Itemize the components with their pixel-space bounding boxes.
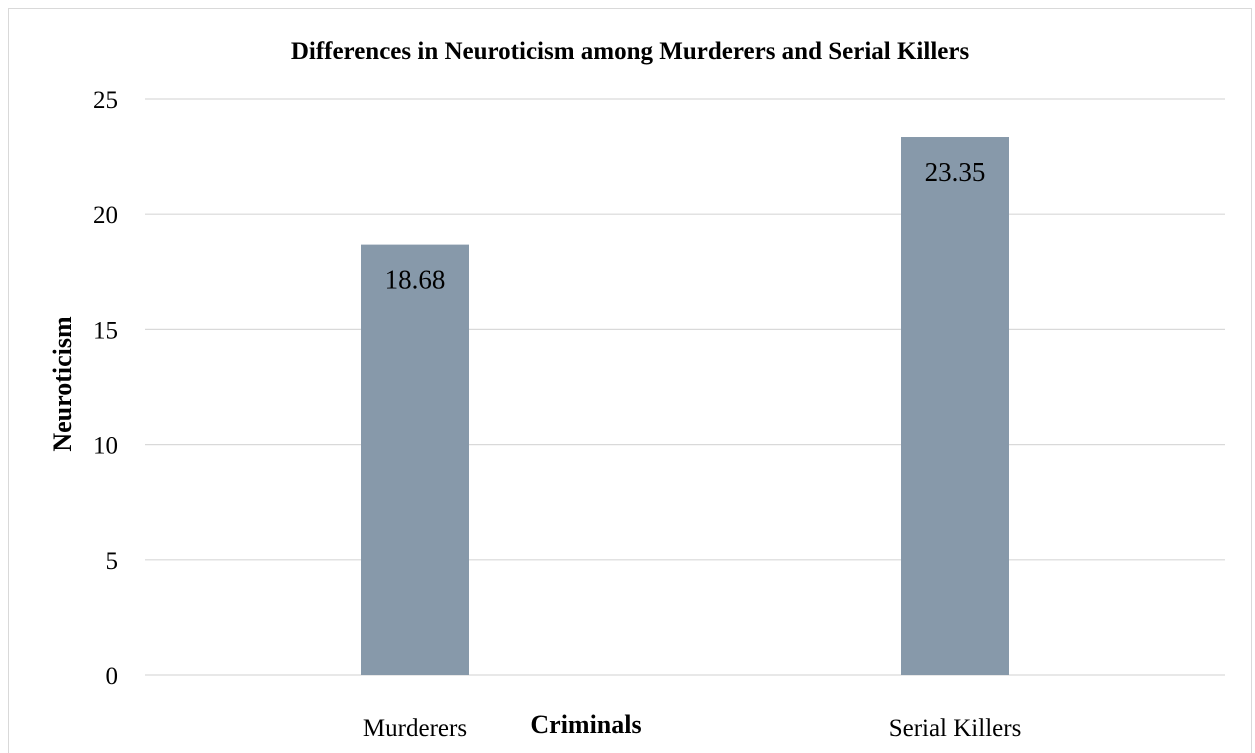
gridlines: [145, 98, 1225, 676]
y-tick-labels: 0 5 10 15 20 25: [93, 87, 118, 690]
x-category-label: Murderers: [363, 715, 467, 742]
y-axis-title: Neuroticism: [48, 316, 77, 452]
bar-serial-killers: [901, 137, 1009, 676]
data-labels: 18.68 23.35: [385, 157, 986, 295]
chart-frame: [8, 8, 1252, 753]
y-tick-label: 5: [106, 548, 119, 575]
data-label: 18.68: [385, 265, 446, 295]
y-tick-label: 10: [93, 433, 118, 460]
bars: [361, 137, 1009, 676]
chart-title: Differences in Neuroticism among Murdere…: [291, 38, 970, 65]
y-tick-label: 20: [93, 202, 118, 229]
data-label: 23.35: [925, 157, 986, 187]
x-category-label: Serial Killers: [889, 715, 1022, 742]
bar-murderers: [361, 244, 469, 675]
x-axis-title: Criminals: [530, 710, 641, 739]
y-tick-label: 25: [93, 87, 118, 114]
x-category-labels: Murderers Serial Killers: [363, 715, 1021, 742]
y-tick-label: 0: [106, 663, 119, 690]
y-tick-label: 15: [93, 317, 118, 344]
